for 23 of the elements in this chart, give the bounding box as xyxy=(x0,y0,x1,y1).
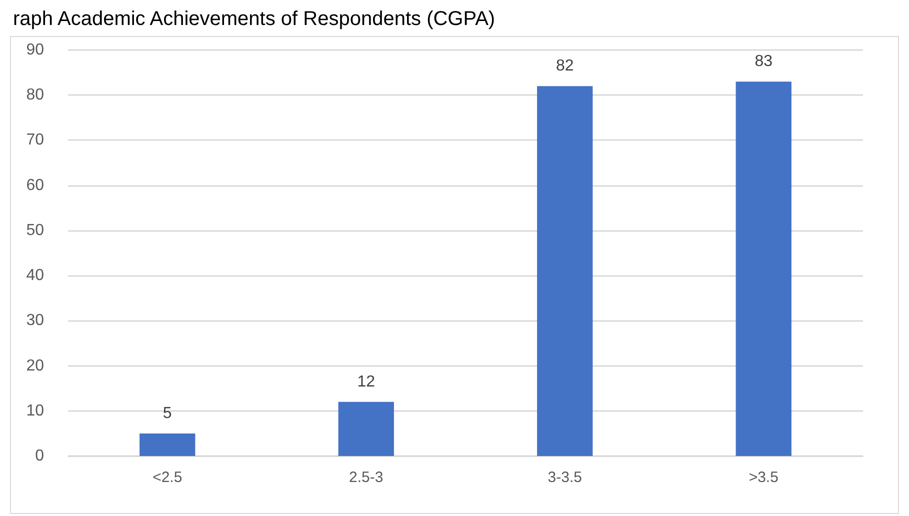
y-tick-label: 30 xyxy=(26,312,44,330)
data-label: 83 xyxy=(754,53,773,70)
x-tick-label: 2.5-3 xyxy=(349,469,384,486)
y-tick-label: 50 xyxy=(26,222,44,239)
y-tick-label: 0 xyxy=(35,448,44,464)
x-tick-label: >3.5 xyxy=(748,469,778,486)
y-tick-label: 20 xyxy=(26,357,44,374)
bar xyxy=(537,86,593,456)
chart-title: raph Academic Achievements of Respondents (CGPA) xyxy=(13,8,496,30)
y-tick-label: 80 xyxy=(26,86,44,104)
data-label: 12 xyxy=(357,373,376,390)
y-tick-label: 60 xyxy=(26,176,44,194)
x-tick-label: 3-3.5 xyxy=(548,469,582,486)
data-label: 82 xyxy=(556,58,574,75)
y-tick-label: 70 xyxy=(26,132,44,149)
y-tick-label: 40 xyxy=(26,267,44,284)
bar xyxy=(338,402,394,456)
x-tick-label: <2.5 xyxy=(152,469,182,486)
bar xyxy=(140,433,196,456)
data-label: 5 xyxy=(162,404,172,422)
y-tick-label: 90 xyxy=(26,42,44,58)
bar xyxy=(736,82,792,456)
y-tick-label: 10 xyxy=(26,402,44,420)
